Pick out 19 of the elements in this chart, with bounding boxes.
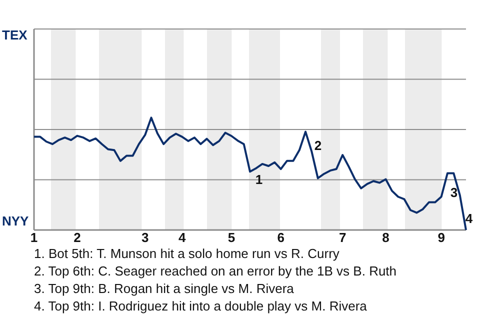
x-tick-label: 8 (382, 230, 390, 245)
text: TEX (2, 28, 28, 42)
x-tick-label: 7 (338, 230, 346, 245)
text: 3. Top 9th: B. Rogan hit a single vs M. Rivera (34, 281, 295, 296)
text: 4. Top 9th: I. Rodriguez hit into a double play vs M. Rivera (34, 298, 368, 314)
annotation: 1 (255, 172, 263, 187)
x-tick-label: 1 (30, 230, 38, 245)
text: 1. Bot 5th: T. Munson hit a solo home run vs R. Curry (34, 246, 340, 261)
x-tick-label: 4 (178, 230, 186, 245)
x-tick-label: 5 (228, 230, 236, 245)
x-tick-label: 3 (141, 230, 149, 245)
text: NYY (2, 214, 30, 228)
text: 2. Top 6th: C. Seager reached on an error by the 1B vs B. Ruth (34, 264, 397, 278)
x-tick-label: 6 (277, 230, 284, 245)
annotation: 4 (465, 211, 474, 226)
x-tick-label: 2 (74, 230, 81, 245)
annotation: 2 (314, 138, 322, 153)
annotation: 3 (450, 185, 458, 200)
x-tick-label: 9 (438, 230, 445, 245)
